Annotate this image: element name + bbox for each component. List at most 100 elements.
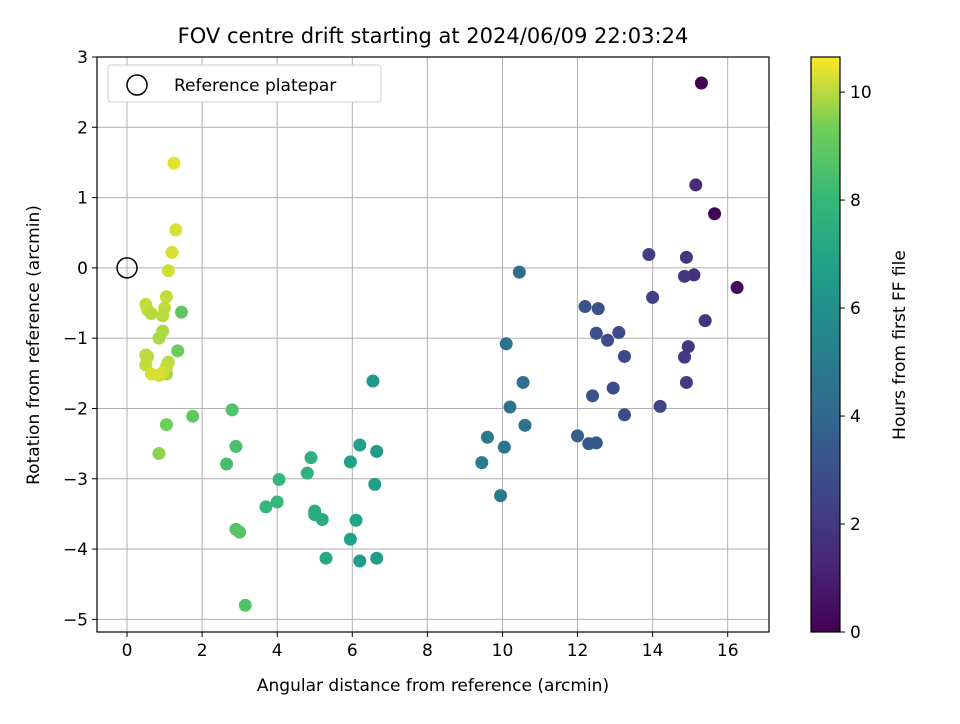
- y-tick-label-2: −3: [63, 470, 88, 490]
- data-point-29: [503, 400, 517, 414]
- data-point-57: [233, 525, 247, 539]
- colorbar-tick-label-2: 4: [850, 407, 861, 427]
- data-point-22: [586, 389, 600, 403]
- data-point-58: [238, 598, 252, 612]
- colorbar-label: Hours from first FF file: [890, 250, 910, 440]
- data-point-14: [617, 349, 631, 363]
- data-point-31: [497, 440, 511, 454]
- x-tick-label-4: 8: [422, 641, 433, 661]
- y-tick-label-3: −2: [63, 399, 88, 419]
- data-point-8: [681, 340, 695, 354]
- y-tick-label-1: −4: [63, 540, 88, 560]
- plot-frame: [96, 56, 770, 633]
- y-tick-label-8: 3: [77, 48, 88, 68]
- data-point-16: [617, 408, 631, 422]
- data-point-28: [518, 418, 532, 432]
- data-point-24: [582, 437, 596, 451]
- data-point-7: [678, 269, 692, 283]
- data-point-25: [571, 429, 585, 443]
- data-point-41: [349, 513, 363, 527]
- data-point-67: [165, 245, 179, 259]
- data-point-27: [516, 375, 530, 389]
- y-tick-label-7: 2: [77, 118, 88, 138]
- legend: Reference platepar: [107, 64, 382, 103]
- data-point-13: [653, 399, 667, 413]
- data-point-68: [161, 264, 175, 278]
- data-point-65: [167, 156, 181, 170]
- data-point-54: [225, 403, 239, 417]
- x-tick-label-1: 2: [197, 641, 208, 661]
- data-point-21: [578, 300, 592, 314]
- colorbar-gradient: [811, 57, 840, 632]
- data-point-61: [171, 344, 185, 358]
- data-point-55: [229, 439, 243, 453]
- y-axis-ticks: −5 −4 −3 −2 −1 0 1 2 3: [63, 48, 97, 630]
- data-point-48: [304, 451, 318, 465]
- reference-platepar-marker: [116, 257, 138, 279]
- grid-lines: [97, 56, 769, 632]
- data-point-10: [679, 375, 693, 389]
- data-point-66: [169, 223, 183, 237]
- data-point-60: [186, 409, 200, 423]
- data-point-37: [368, 477, 382, 491]
- colorbar: 0 2 4 6 8 10 Hours from first FF file: [810, 56, 910, 643]
- data-point-12: [646, 290, 660, 304]
- data-point-76: [152, 331, 166, 345]
- colorbar-tick-label-4: 8: [850, 191, 861, 211]
- data-point-50: [272, 472, 286, 486]
- y-axis-label: Rotation from reference (arcmin): [24, 205, 44, 485]
- reference-marker-layer: [116, 257, 138, 279]
- data-point-52: [259, 500, 273, 514]
- x-axis-label: Angular distance from reference (arcmin): [257, 676, 609, 696]
- data-point-6: [679, 250, 693, 264]
- legend-box: [107, 64, 382, 103]
- data-point-38: [370, 551, 384, 565]
- data-point-59: [174, 305, 188, 319]
- data-point-2: [730, 281, 744, 295]
- colorbar-tick-label-3: 6: [850, 299, 861, 319]
- data-point-35: [366, 374, 380, 388]
- data-point-69: [159, 290, 173, 304]
- x-tick-label-2: 4: [272, 641, 283, 661]
- data-point-3: [689, 178, 703, 192]
- colorbar-ticks: 0 2 4 6 8 10: [840, 83, 872, 643]
- data-point-26: [512, 265, 526, 279]
- data-point-84: [152, 368, 166, 382]
- data-point-53: [220, 457, 234, 471]
- x-tick-label-7: 14: [642, 641, 664, 661]
- colorbar-tick-label-0: 0: [850, 623, 861, 643]
- data-point-20: [591, 302, 605, 316]
- data-point-19: [589, 326, 603, 340]
- data-point-9: [678, 350, 692, 364]
- data-point-11: [642, 248, 656, 262]
- data-point-32: [494, 489, 508, 503]
- legend-marker-reference: [126, 74, 148, 96]
- data-point-42: [343, 532, 357, 546]
- data-point-39: [353, 438, 367, 452]
- data-point-33: [480, 430, 494, 444]
- y-tick-label-6: 1: [77, 189, 88, 209]
- data-point-44: [319, 551, 333, 565]
- data-point-43: [353, 554, 367, 568]
- data-point-5: [698, 314, 712, 328]
- data-point-40: [343, 455, 357, 469]
- x-tick-label-5: 10: [492, 641, 514, 661]
- data-point-1: [708, 207, 722, 221]
- data-point-15: [612, 326, 626, 340]
- data-point-71: [156, 309, 170, 323]
- data-point-51: [270, 495, 284, 509]
- data-point-47: [308, 504, 322, 518]
- y-tick-label-0: −5: [63, 610, 88, 630]
- legend-label-reference: Reference platepar: [174, 76, 336, 96]
- data-point-30: [499, 337, 513, 351]
- data-point-0: [694, 76, 708, 90]
- x-tick-label-8: 16: [717, 641, 739, 661]
- y-tick-label-5: 0: [77, 259, 88, 279]
- data-point-18: [601, 333, 615, 347]
- data-point-36: [370, 444, 384, 458]
- colorbar-tick-label-5: 10: [850, 83, 872, 103]
- colorbar-tick-label-1: 2: [850, 515, 861, 535]
- x-tick-label-3: 6: [347, 641, 358, 661]
